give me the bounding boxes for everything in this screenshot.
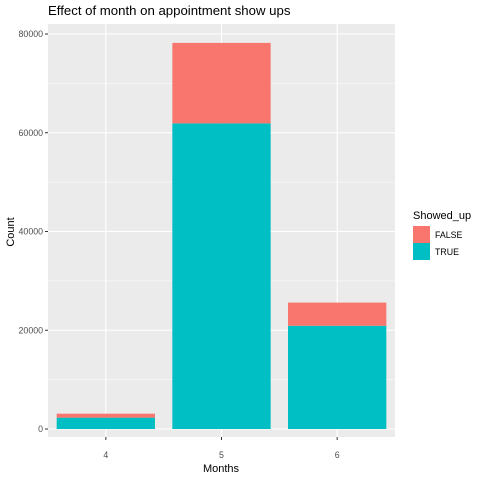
y-tick-label: 60000	[19, 128, 44, 138]
legend-swatch-false	[413, 226, 430, 243]
legend-title: Showed_up	[413, 210, 471, 222]
y-tick-label: 40000	[19, 227, 44, 237]
bar-false-4	[56, 413, 155, 418]
bar-false-6	[288, 302, 387, 326]
bar-true-4	[56, 417, 155, 429]
legend-label-true: TRUE	[435, 247, 459, 257]
y-tick-label: 80000	[19, 29, 44, 39]
x-tick-label: 4	[103, 450, 108, 460]
y-tick-label: 20000	[19, 325, 44, 335]
chart-title: Effect of month on appointment show ups	[48, 3, 291, 18]
bars	[56, 42, 387, 430]
x-axis-title: Months	[203, 463, 240, 475]
legend-label-false: FALSE	[435, 230, 463, 240]
bar-true-5	[172, 123, 271, 430]
y-axis-title: Count	[5, 217, 17, 246]
legend-swatch-true	[413, 243, 430, 260]
y-tick-label: 0	[38, 424, 43, 434]
x-tick-label: 5	[219, 450, 224, 460]
bar-true-6	[288, 325, 387, 429]
x-tick-label: 6	[335, 450, 340, 460]
y-axis: 0 20000 40000 60000 80000	[19, 29, 48, 434]
bar-false-5	[172, 42, 271, 124]
legend: Showed_up FALSE TRUE	[413, 210, 471, 260]
x-axis: 4 5 6	[103, 437, 340, 460]
